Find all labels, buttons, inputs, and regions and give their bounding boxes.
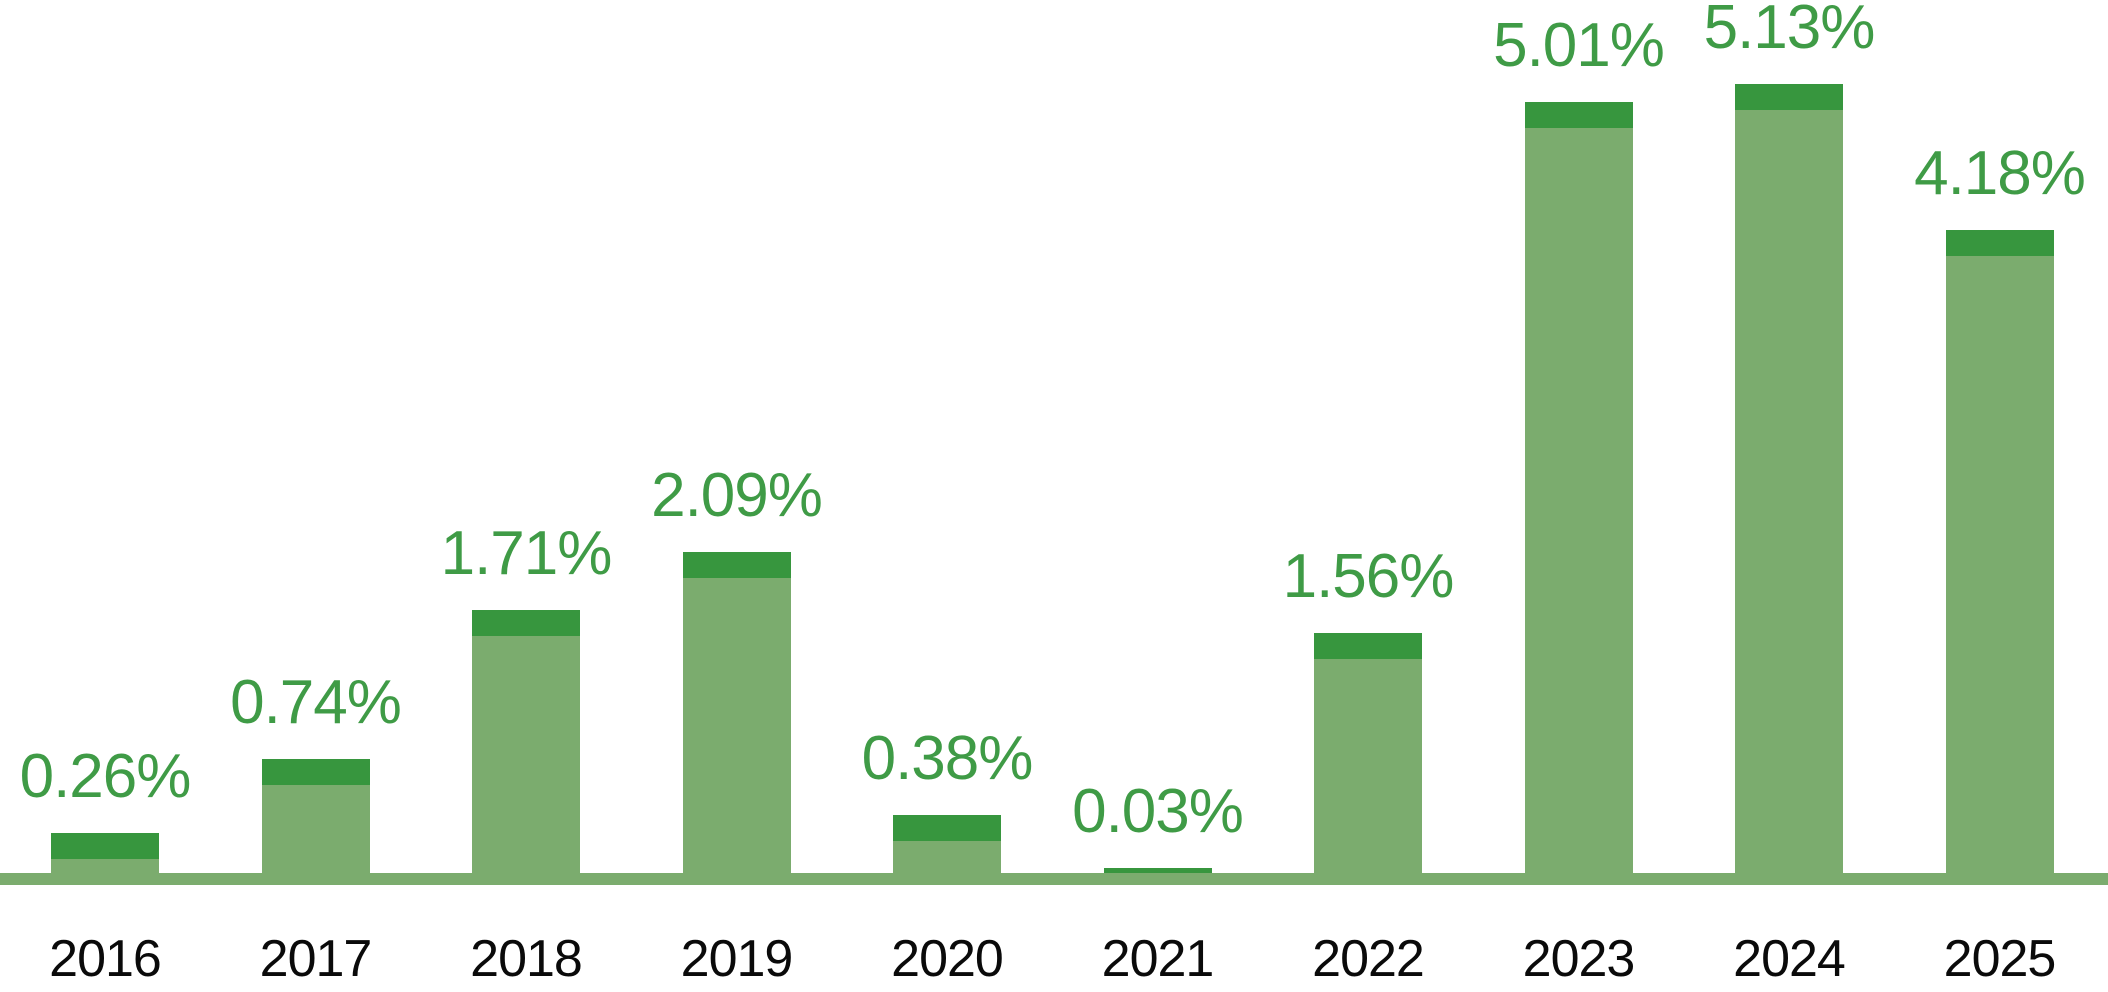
- bar-2019: [682, 552, 791, 873]
- bar-2023: [1524, 102, 1633, 873]
- x-axis-line: [0, 873, 2108, 885]
- bar-2024: [1735, 84, 1843, 873]
- value-label-2024: 5.13%: [1703, 0, 1876, 62]
- x-tick-label-2020: 2020: [891, 930, 1004, 988]
- bar-cap-2024: [1735, 84, 1843, 110]
- bar-cap-2025: [1945, 230, 2054, 256]
- x-tick-label-2016: 2016: [49, 930, 162, 988]
- value-label-2021: 0.03%: [1072, 777, 1244, 846]
- x-tick-label-2019: 2019: [680, 930, 794, 988]
- bar-2018: [472, 610, 580, 873]
- bar-2025: [1945, 230, 2054, 873]
- x-tick-label-2017: 2017: [259, 930, 373, 988]
- value-label-2019: 2.09%: [651, 461, 823, 530]
- bar-cap-2022: [1314, 633, 1422, 659]
- value-label-2020: 0.38%: [861, 724, 1034, 793]
- value-label-2022: 1.56%: [1282, 542, 1455, 611]
- x-tick-label-2023: 2023: [1522, 930, 1636, 988]
- bar-cap-2017: [261, 759, 370, 785]
- value-label-2017: 0.74%: [230, 668, 402, 737]
- x-tick-label-2021: 2021: [1101, 930, 1215, 988]
- value-label-2018: 1.71%: [440, 519, 613, 588]
- x-tick-label-2025: 2025: [1943, 930, 2057, 988]
- x-tick-label-2022: 2022: [1312, 930, 1425, 988]
- bar-2016: [51, 833, 159, 873]
- bar-2017: [261, 759, 370, 873]
- x-tick-label-2024: 2024: [1733, 930, 1846, 988]
- value-label-2016: 0.26%: [19, 742, 192, 811]
- bar-cap-2016: [51, 833, 159, 859]
- bar-cap-2019: [682, 552, 791, 578]
- bar-cap-2023: [1524, 102, 1633, 128]
- value-label-2025: 4.18%: [1914, 139, 2086, 208]
- bar-2020: [893, 815, 1001, 873]
- bar-cap-2018: [472, 610, 580, 636]
- x-tick-label-2018: 2018: [470, 930, 583, 988]
- bar-cap-2020: [893, 815, 1001, 841]
- bar-2021: [1103, 868, 1212, 873]
- value-label-2023: 5.01%: [1493, 11, 1665, 80]
- bar-2022: [1314, 633, 1422, 873]
